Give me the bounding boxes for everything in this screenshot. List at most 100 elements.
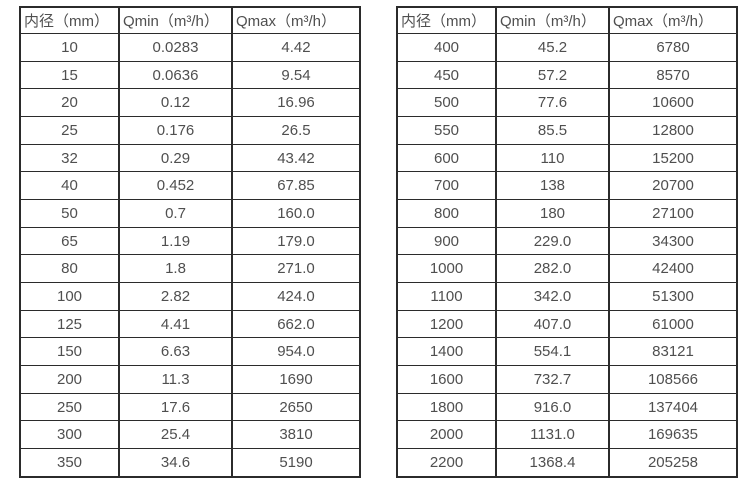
table-cell: 1131.0 — [495, 420, 610, 450]
column-header: Qmax（m³/h） — [231, 6, 361, 34]
table-row: 15 0.0636 9.54 — [19, 60, 361, 90]
table-cell: 15200 — [608, 143, 738, 173]
table-cell: 27100 — [608, 199, 738, 228]
table-row: 400 45.2 6780 — [396, 33, 738, 62]
table-cell: 25 — [19, 116, 120, 145]
table-cell: 57.2 — [495, 60, 610, 90]
table-cell: 20700 — [608, 171, 738, 201]
table-cell: 600 — [396, 143, 497, 173]
table-cell: 179.0 — [231, 226, 361, 256]
table-cell: 350 — [19, 448, 120, 479]
table-cell: 200 — [19, 365, 120, 394]
table-cell: 17.6 — [118, 392, 233, 422]
table-cell: 1000 — [396, 254, 497, 284]
table-cell: 229.0 — [495, 226, 610, 256]
table-row: 900 229.0 34300 — [396, 226, 738, 256]
table-cell: 0.29 — [118, 143, 233, 173]
table-row: 65 1.19 179.0 — [19, 226, 361, 256]
table-cell: 3810 — [231, 420, 361, 450]
table-row: 800 180 27100 — [396, 199, 738, 228]
table-row: 450 57.2 8570 — [396, 60, 738, 90]
table-cell: 1368.4 — [495, 448, 610, 479]
table-cell: 138 — [495, 171, 610, 201]
table-cell: 2.82 — [118, 282, 233, 311]
table-row: 100 2.82 424.0 — [19, 282, 361, 311]
table-row: 150 6.63 954.0 — [19, 337, 361, 367]
table-cell: 83121 — [608, 337, 738, 367]
table-cell: 1690 — [231, 365, 361, 394]
table-cell: 2200 — [396, 448, 497, 479]
table-cell: 342.0 — [495, 282, 610, 311]
table-cell: 4.42 — [231, 33, 361, 62]
table-cell: 1600 — [396, 365, 497, 394]
table-cell: 9.54 — [231, 60, 361, 90]
table-row: 1200 407.0 61000 — [396, 309, 738, 339]
table-cell: 80 — [19, 254, 120, 284]
table-cell: 0.0636 — [118, 60, 233, 90]
table-cell: 400 — [396, 33, 497, 62]
table-row: 700 138 20700 — [396, 171, 738, 201]
column-header: Qmin（m³/h） — [118, 6, 233, 34]
table-cell: 16.96 — [231, 88, 361, 118]
table-row: 250 17.6 2650 — [19, 392, 361, 422]
table-cell: 0.7 — [118, 199, 233, 228]
table-cell: 25.4 — [118, 420, 233, 450]
table-cell: 10 — [19, 33, 120, 62]
table-cell: 732.7 — [495, 365, 610, 394]
flow-spec-table-large-diameters: 内径（mm） Qmin（m³/h） Qmax（m³/h） 400 45.2 6780 45… — [396, 6, 738, 479]
table-cell: 180 — [495, 199, 610, 228]
table-row: 2000 1131.0 169635 — [396, 420, 738, 450]
table-row: 40 0.452 67.85 — [19, 171, 361, 201]
table-row: 80 1.8 271.0 — [19, 254, 361, 284]
column-header: Qmax（m³/h） — [608, 6, 738, 34]
table-cell: 900 — [396, 226, 497, 256]
table-cell: 700 — [396, 171, 497, 201]
table-row: 500 77.6 10600 — [396, 88, 738, 118]
table-cell: 4.41 — [118, 309, 233, 339]
table-cell: 0.0283 — [118, 33, 233, 62]
table-cell: 108566 — [608, 365, 738, 394]
column-header: 内径（mm） — [396, 6, 497, 34]
column-header: 内径（mm） — [19, 6, 120, 34]
table-row: 2200 1368.4 205258 — [396, 448, 738, 479]
flow-spec-table-small-diameters: 内径（mm） Qmin（m³/h） Qmax（m³/h） 10 0.0283 4.42 1… — [19, 6, 361, 479]
table-cell: 10600 — [608, 88, 738, 118]
table-cell: 32 — [19, 143, 120, 173]
table-cell: 954.0 — [231, 337, 361, 367]
table-cell: 0.176 — [118, 116, 233, 145]
table-row: 32 0.29 43.42 — [19, 143, 361, 173]
table-row: 1100 342.0 51300 — [396, 282, 738, 311]
table-cell: 137404 — [608, 392, 738, 422]
table-cell: 1100 — [396, 282, 497, 311]
table-row: 25 0.176 26.5 — [19, 116, 361, 145]
table-cell: 2650 — [231, 392, 361, 422]
header-row: 内径（mm） Qmin（m³/h） Qmax（m³/h） — [396, 6, 738, 34]
table-cell: 15 — [19, 60, 120, 90]
table-cell: 65 — [19, 226, 120, 256]
table-row: 1600 732.7 108566 — [396, 365, 738, 394]
table-cell: 160.0 — [231, 199, 361, 228]
table-row: 600 110 15200 — [396, 143, 738, 173]
table-cell: 67.85 — [231, 171, 361, 201]
table-row: 200 11.3 1690 — [19, 365, 361, 394]
table-row: 50 0.7 160.0 — [19, 199, 361, 228]
table-cell: 51300 — [608, 282, 738, 311]
table-cell: 282.0 — [495, 254, 610, 284]
table-cell: 61000 — [608, 309, 738, 339]
table-cell: 800 — [396, 199, 497, 228]
table-cell: 20 — [19, 88, 120, 118]
table-row: 1000 282.0 42400 — [396, 254, 738, 284]
table-cell: 34300 — [608, 226, 738, 256]
table-cell: 0.12 — [118, 88, 233, 118]
table-cell: 11.3 — [118, 365, 233, 394]
table-cell: 125 — [19, 309, 120, 339]
table-row: 10 0.0283 4.42 — [19, 33, 361, 62]
table-cell: 169635 — [608, 420, 738, 450]
table-cell: 424.0 — [231, 282, 361, 311]
table-cell: 42400 — [608, 254, 738, 284]
table-cell: 271.0 — [231, 254, 361, 284]
table-cell: 43.42 — [231, 143, 361, 173]
table-cell: 0.452 — [118, 171, 233, 201]
header-row: 内径（mm） Qmin（m³/h） Qmax（m³/h） — [19, 6, 361, 34]
